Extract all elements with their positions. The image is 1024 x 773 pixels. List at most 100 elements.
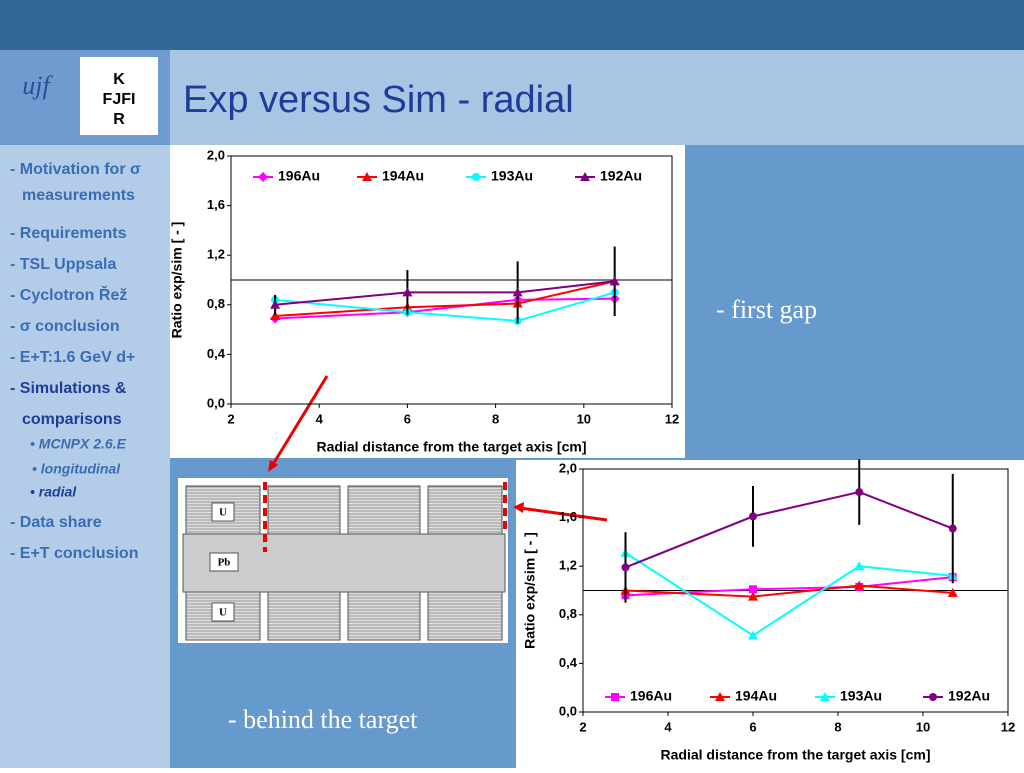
series-line — [625, 576, 953, 597]
logo-text: R — [113, 111, 125, 128]
menu-item[interactable]: - Motivation for σ — [10, 161, 141, 178]
marker — [854, 561, 865, 571]
x-tick-label: 8 — [492, 411, 499, 426]
legend-label: 194Au — [735, 688, 777, 704]
diagram-block — [347, 591, 421, 641]
diagram-label: U — [219, 607, 227, 619]
menu-item[interactable]: - Requirements — [10, 225, 127, 242]
menu-item[interactable]: - E+T conclusion — [10, 545, 138, 562]
logo-ujf: ujf — [22, 71, 53, 100]
series-line — [625, 491, 954, 569]
marker — [621, 563, 630, 572]
arrow — [270, 375, 329, 467]
y-tick-label: 0,0 — [207, 395, 225, 410]
x-axis-title: Radial distance from the target axis [cm… — [661, 747, 931, 763]
diagram-block — [427, 591, 503, 641]
slide-title: Exp versus Sim - radial — [183, 79, 574, 121]
legend-label: 196Au — [630, 688, 672, 704]
marker — [749, 512, 757, 521]
x-tick-label: 10 — [916, 719, 930, 734]
marker — [270, 299, 281, 309]
y-tick-label: 1,6 — [207, 197, 225, 212]
menu-item[interactable]: measurements — [22, 187, 135, 204]
diagram-block — [427, 485, 503, 535]
arrow-head — [268, 460, 278, 472]
marker — [854, 580, 865, 590]
note: - first gap — [716, 295, 817, 324]
legend-label: 192Au — [948, 688, 990, 704]
x-tick-label: 2 — [579, 719, 586, 734]
menu: - Motivation for σ measurements - Requir… — [10, 161, 141, 562]
diagram-block — [267, 591, 341, 641]
menu-subitem[interactable]: • MCNPX 2.6.E — [30, 436, 127, 452]
y-tick-label: 0,0 — [559, 703, 577, 718]
x-tick-label: 2 — [227, 411, 234, 426]
y-tick-label: 2,0 — [207, 147, 225, 162]
diagram-block — [347, 485, 421, 535]
legend-label: 192Au — [600, 168, 642, 184]
series-line — [275, 280, 615, 306]
y-tick-label: 0,8 — [559, 606, 577, 621]
x-tick-label: 6 — [749, 719, 756, 734]
chart-box — [516, 460, 1024, 768]
series-line — [275, 291, 615, 322]
x-axis-title: Radial distance from the target axis [cm… — [317, 439, 587, 455]
diagram-label: Pb — [218, 557, 231, 569]
diagram-label: U — [219, 507, 227, 519]
x-tick-label: 10 — [577, 411, 591, 426]
menu-item[interactable]: comparisons — [22, 411, 122, 428]
diagram: U Pb U — [178, 478, 508, 643]
note: - behind the target — [228, 705, 418, 734]
legend-marker — [258, 172, 268, 182]
menu-item[interactable]: - TSL Uppsala — [10, 256, 116, 273]
legend-marker — [472, 173, 480, 181]
marker — [748, 630, 758, 640]
y-tick-label: 0,4 — [559, 655, 578, 670]
arrow — [519, 506, 608, 522]
y-tick-label: 0,4 — [207, 346, 226, 361]
diagram-block — [267, 485, 341, 535]
marker — [402, 287, 413, 297]
menu-item[interactable]: - Simulations & — [10, 380, 127, 397]
diagram-label-box — [211, 602, 235, 622]
menu-item[interactable]: - Data share — [10, 514, 102, 531]
marker — [270, 310, 281, 320]
y-tick-label: 1,6 — [559, 509, 577, 524]
marker — [512, 287, 523, 297]
logo-text: K — [113, 71, 125, 88]
x-tick-label: 4 — [664, 719, 672, 734]
marker — [749, 585, 757, 594]
x-tick-label: 4 — [316, 411, 324, 426]
legend-marker — [715, 692, 725, 701]
y-tick-label: 1,2 — [207, 247, 225, 262]
marker — [948, 524, 957, 533]
legend-marker — [362, 172, 372, 181]
x-tick-label: 8 — [834, 719, 841, 734]
menu-subitem[interactable]: • radial — [30, 484, 77, 500]
diagram-label-box — [211, 502, 235, 522]
legend-marker — [580, 172, 590, 181]
logo-text: FJFI — [103, 91, 136, 108]
legend-label: 196Au — [278, 168, 320, 184]
marker — [855, 488, 864, 497]
logo-fjfi — [80, 57, 158, 135]
menu-item[interactable]: - σ conclusion — [10, 318, 120, 335]
menu-item[interactable]: - E+T:1.6 GeV d+ — [10, 349, 135, 366]
menu-subitem[interactable]: • longitudinal — [32, 461, 121, 477]
series-line — [624, 551, 953, 637]
legend-label: 194Au — [382, 168, 424, 184]
y-axis-title: Ratio exp/sim [ - ] — [169, 222, 185, 339]
marker — [748, 591, 758, 601]
x-tick-label: 12 — [1001, 719, 1015, 734]
arrow-head — [513, 502, 524, 513]
header — [0, 50, 1024, 145]
legend-marker — [929, 693, 937, 701]
diagram-label-box — [209, 552, 239, 572]
legend-marker — [611, 693, 619, 701]
legend-label: 193Au — [840, 688, 882, 704]
top-band — [0, 0, 1024, 50]
legend-label: 193Au — [491, 168, 533, 184]
menu-item[interactable]: - Cyclotron Řež — [10, 285, 127, 304]
